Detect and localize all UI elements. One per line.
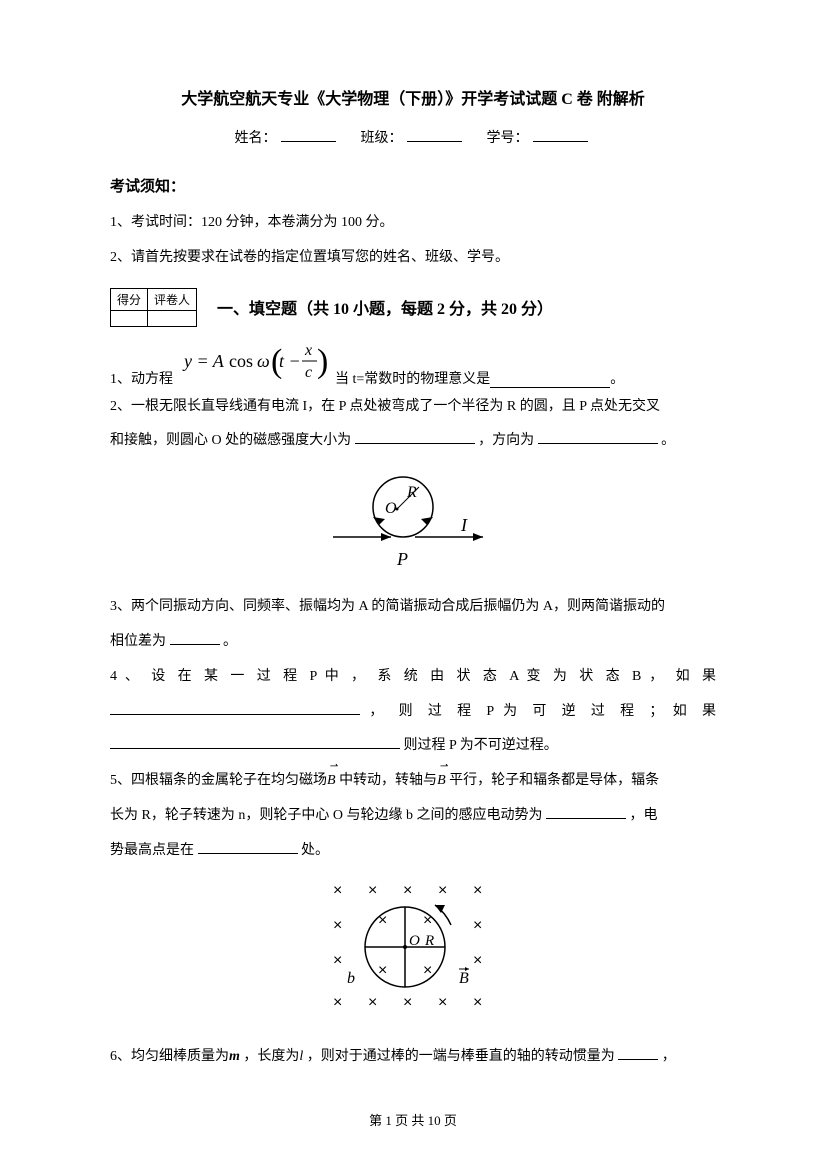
- question-4-line1: 4 、 设 在 某 一 过 程 P 中 ， 系 统 由 状 态 A 变 为 状 …: [110, 662, 716, 693]
- svg-text:×: ×: [368, 882, 377, 899]
- question-4-line3: 则过程 P 为不可逆过程。: [110, 731, 716, 762]
- svg-text:×: ×: [438, 882, 447, 899]
- notice-header: 考试须知：: [110, 175, 716, 196]
- svg-text:cos: cos: [229, 351, 253, 371]
- score-col-score: 得分: [111, 288, 148, 310]
- score-col-grader: 评卷人: [148, 288, 197, 310]
- svg-text:R: R: [424, 933, 434, 949]
- question-5-line2: 长为 R，轮子转速为 n，则轮子中心 O 与轮边缘 b 之间的感应电动势为 ，电: [110, 801, 716, 832]
- question-5-line3: 势最高点是在 处。: [110, 836, 716, 867]
- name-label: 姓名：: [235, 131, 277, 146]
- q6-text-c: ，则对于通过棒的一端与棒垂直的轴的转动惯量为: [307, 1049, 615, 1064]
- svg-text:×: ×: [473, 952, 482, 969]
- q5-line2a: 长为 R，轮子转速为 n，则轮子中心 O 与轮边缘 b 之间的感应电动势为: [110, 808, 542, 823]
- q5-line1b: 中转动，转轴与: [339, 773, 437, 788]
- svg-text:O: O: [409, 933, 420, 949]
- q3-line2a: 相位差为: [110, 634, 166, 649]
- q6-text-b: ，长度为: [243, 1049, 299, 1064]
- question-5-line1: 5、四根辐条的金属轮子在均匀磁场B 中转动，转轴与B 平行，轮子和辐条都是导体，…: [110, 766, 716, 797]
- section1-title: 一、填空题（共 10 小题，每题 2 分，共 20 分）: [217, 295, 553, 319]
- q2-line2c: 。: [661, 433, 675, 448]
- q4-line3a: 则过程 P 为不可逆过程。: [404, 738, 558, 753]
- q2-blank1: [355, 443, 475, 444]
- svg-text:): ): [317, 343, 328, 380]
- svg-text:B: B: [459, 970, 469, 987]
- svg-text:R: R: [406, 484, 417, 501]
- svg-text:×: ×: [333, 882, 342, 899]
- svg-text:×: ×: [403, 882, 412, 899]
- svg-text:y = A: y = A: [182, 351, 225, 371]
- q2-line2b: ，方向为: [478, 433, 534, 448]
- svg-text:×: ×: [333, 917, 342, 934]
- q5-line1a: 5、四根辐条的金属轮子在均匀磁场: [110, 773, 327, 788]
- q5-line1c: 平行，轮子和辐条都是导体，辐条: [449, 773, 659, 788]
- svg-text:×: ×: [473, 994, 482, 1011]
- svg-text:×: ×: [403, 994, 412, 1011]
- class-label: 班级：: [361, 131, 403, 146]
- id-label: 学号：: [487, 131, 529, 146]
- svg-text:×: ×: [368, 994, 377, 1011]
- id-blank: [533, 141, 588, 142]
- q6-blank: [618, 1059, 658, 1060]
- svg-text:×: ×: [473, 882, 482, 899]
- svg-text:ω: ω: [257, 351, 270, 371]
- svg-text:×: ×: [333, 994, 342, 1011]
- instruction-2: 2、请首先按要求在试卷的指定位置填写您的姓名、班级、学号。: [110, 243, 716, 274]
- svg-text:×: ×: [473, 917, 482, 934]
- svg-text:×: ×: [333, 952, 342, 969]
- q6-l: l: [299, 1049, 303, 1064]
- svg-text:×: ×: [378, 962, 387, 979]
- question-4-line2: ， 则 过 程 P 为 可 逆 过 程 ； 如 果: [110, 697, 716, 728]
- score-cell-empty2: [148, 310, 197, 326]
- q5-vecB1: B: [327, 766, 336, 797]
- q6-text-d: ，: [662, 1049, 676, 1064]
- question-1: 1、动方程 y = A cos ω ( t − x c ) 当 t=常数时的物理…: [110, 337, 716, 388]
- q2-diagram: O R I P: [110, 465, 716, 580]
- svg-text:x: x: [304, 342, 312, 359]
- question-2-line2: 和接触，则圆心 O 处的磁感强度大小为 ，方向为 。: [110, 426, 716, 457]
- svg-text:t −: t −: [279, 351, 301, 371]
- q1-suffix-b: 。: [610, 368, 624, 388]
- svg-text:P: P: [396, 549, 408, 569]
- student-info-line: 姓名： 班级： 学号：: [110, 127, 716, 147]
- svg-text:c: c: [305, 364, 312, 381]
- q3-line2b: 。: [223, 634, 237, 649]
- q5-blank2: [198, 853, 298, 854]
- q4-blank1: [110, 714, 360, 715]
- question-3-line2: 相位差为 。: [110, 627, 716, 658]
- q2-line2a: 和接触，则圆心 O 处的磁感强度大小为: [110, 433, 351, 448]
- q6-m: m: [229, 1049, 240, 1064]
- page-footer: 第 1 页 共 10 页: [0, 1110, 826, 1129]
- q5-line3a: 势最高点是在: [110, 843, 194, 858]
- q1-suffix-a: 当 t=常数时的物理意义是: [335, 368, 490, 388]
- q1-formula: y = A cos ω ( t − x c ): [179, 337, 329, 388]
- q2-blank2: [538, 443, 658, 444]
- svg-text:O: O: [385, 500, 397, 517]
- q5-line2b: ，电: [629, 808, 657, 823]
- question-6: 6、均匀细棒质量为m ，长度为l ，则对于通过棒的一端与棒垂直的轴的转动惯量为 …: [110, 1042, 716, 1073]
- question-3-line1: 3、两个同振动方向、同频率、振幅均为 A 的简谐振动合成后振幅仍为 A，则两简谐…: [110, 592, 716, 623]
- instruction-1: 1、考试时间：120 分钟，本卷满分为 100 分。: [110, 208, 716, 239]
- question-2-line1: 2、一根无限长直导线通有电流 I，在 P 点处被弯成了一个半径为 R 的圆，且 …: [110, 392, 716, 423]
- q5-blank1: [546, 818, 626, 819]
- q5-diagram: ××××× ×××× ×××× ××××× O R b B: [110, 875, 716, 1030]
- q4-blank2: [110, 748, 400, 749]
- exam-title: 大学航空航天专业《大学物理（下册）》开学考试试题 C 卷 附解析: [110, 85, 716, 109]
- q6-text-a: 6、均匀细棒质量为: [110, 1049, 229, 1064]
- q5-vecB2: B: [437, 766, 446, 797]
- name-blank: [281, 141, 336, 142]
- svg-text:I: I: [460, 515, 468, 535]
- score-cell-empty1: [111, 310, 148, 326]
- score-table: 得分 评卷人: [110, 288, 197, 327]
- q5-line3b: 处。: [301, 843, 329, 858]
- q3-blank: [170, 644, 220, 645]
- score-section-row: 得分 评卷人 一、填空题（共 10 小题，每题 2 分，共 20 分）: [110, 288, 716, 327]
- class-blank: [407, 141, 462, 142]
- svg-text:b: b: [347, 970, 355, 987]
- q1-blank: [490, 387, 610, 388]
- q4-line2a: ， 则 过 程 P 为 可 逆 过 程 ； 如 果: [369, 704, 716, 719]
- q1-prefix: 1、动方程: [110, 368, 173, 388]
- svg-text:×: ×: [423, 962, 432, 979]
- svg-text:×: ×: [438, 994, 447, 1011]
